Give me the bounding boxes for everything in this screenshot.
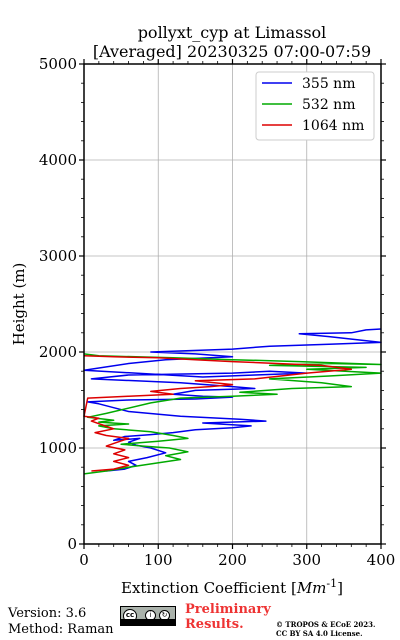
- preliminary-line-1: Preliminary: [185, 602, 271, 617]
- x-tick-label: 400: [367, 551, 396, 569]
- x-tick-label: 0: [79, 551, 89, 569]
- y-tick-label: 4000: [39, 151, 77, 169]
- copyright-notice: © TROPOS & ECoE 2023. CC BY SA 4.0 Licen…: [276, 620, 375, 638]
- x-tick-label: 100: [144, 551, 173, 569]
- x-axis-label-end: ]: [337, 579, 343, 597]
- x-axis-label-text: Extinction Coefficient [: [121, 579, 297, 597]
- extinction-profile-chart: pollyxt_cyp at Limassol [Averaged] 20230…: [10, 23, 396, 597]
- version-text: Version: 3.6: [8, 606, 87, 621]
- series-line-532-nm: [83, 353, 382, 475]
- x-tick-label: 300: [292, 551, 321, 569]
- footer-version-info: Version: 3.6 Method: Raman: [8, 606, 114, 638]
- cc-badge-strip: [121, 619, 175, 625]
- legend-label: 1064 nm: [302, 118, 364, 134]
- legend-label: 355 nm: [302, 76, 355, 92]
- copyright-line-2: CC BY SA 4.0 License.: [276, 629, 363, 638]
- y-axis-label: Height (m): [10, 263, 28, 346]
- method-text: Method: Raman: [8, 622, 114, 637]
- legend: 355 nm 532 nm 1064 nm: [255, 71, 375, 141]
- copyright-line-1: © TROPOS & ECoE 2023.: [276, 620, 376, 629]
- x-tick-label: 200: [218, 551, 247, 569]
- legend-label: 532 nm: [302, 97, 355, 113]
- y-tick-label: 1000: [39, 439, 77, 457]
- series-line-1064-nm: [83, 355, 353, 472]
- y-tick-label: 2000: [39, 343, 77, 361]
- plot-frame: [83, 63, 382, 545]
- legend-box: [255, 71, 375, 141]
- chart-subtitle: [Averaged] 20230325 07:00-07:59: [93, 42, 371, 61]
- x-axis-label-exponent: -1: [326, 577, 337, 590]
- preliminary-line-2: Results.: [185, 617, 244, 632]
- x-axis-label-unit: Mm: [296, 579, 327, 597]
- series-group: [83, 328, 382, 475]
- x-axis-label: Extinction Coefficient [Mm-1]: [121, 577, 343, 597]
- preliminary-notice: Preliminary Results.: [185, 602, 271, 632]
- chart-title: pollyxt_cyp at Limassol: [138, 23, 327, 42]
- y-tick-label: 0: [67, 535, 77, 553]
- cc-license-badge: cc i ↻: [120, 606, 176, 626]
- y-tick-label: 3000: [39, 247, 77, 265]
- y-tick-label: 5000: [39, 55, 77, 73]
